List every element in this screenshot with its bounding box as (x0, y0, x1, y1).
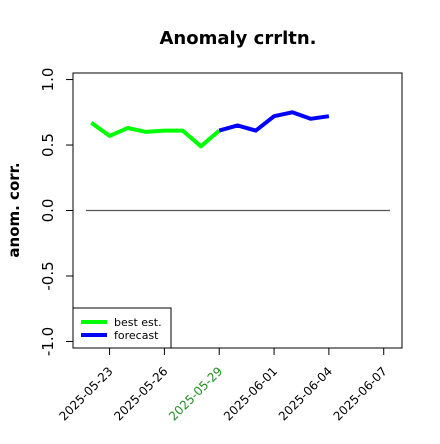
x-tick-label: 2025-05-29 (166, 364, 225, 423)
chart-title: Anomaly crrltn. (159, 28, 316, 49)
y-tick-label: -1.0 (39, 327, 57, 356)
x-tick-label: 2025-05-26 (111, 364, 170, 423)
legend-box (72, 307, 172, 349)
y-axis-label: anom. corr. (5, 162, 23, 257)
x-tick-label: 2025-05-23 (56, 364, 115, 423)
y-tick-label: 0.0 (39, 199, 57, 223)
legend-label: forecast (114, 329, 159, 342)
legend-label: best est. (114, 316, 162, 329)
series-line (90, 121, 221, 149)
series-line (218, 110, 330, 133)
y-tick-label: 1.0 (39, 68, 57, 92)
y-tick-label: -0.5 (39, 261, 57, 290)
x-tick-label: 2025-06-07 (331, 364, 390, 423)
x-tick-label: 2025-06-01 (221, 364, 280, 423)
x-tick-label: 2025-06-04 (276, 364, 335, 423)
y-tick-label: 0.5 (39, 133, 57, 157)
